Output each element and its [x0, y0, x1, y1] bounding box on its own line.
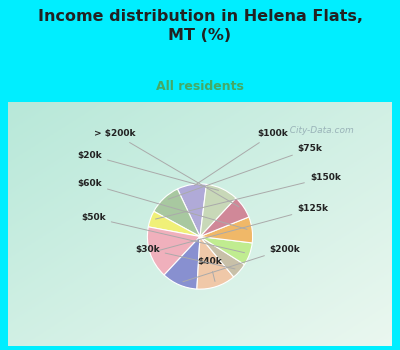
Text: All residents: All residents: [156, 79, 244, 93]
Text: $150k: $150k: [156, 173, 341, 219]
Wedge shape: [197, 237, 234, 289]
Wedge shape: [164, 237, 200, 289]
Wedge shape: [200, 217, 253, 243]
Text: $30k: $30k: [135, 245, 235, 269]
Text: City-Data.com: City-Data.com: [284, 126, 354, 135]
Text: Income distribution in Helena Flats,
MT (%): Income distribution in Helena Flats, MT …: [38, 9, 362, 43]
Text: $20k: $20k: [78, 150, 218, 190]
Text: $40k: $40k: [198, 257, 222, 281]
Wedge shape: [147, 227, 200, 275]
Text: $60k: $60k: [78, 180, 247, 229]
Text: > $200k: > $200k: [94, 129, 239, 207]
Text: $100k: $100k: [194, 129, 288, 186]
Text: $200k: $200k: [183, 245, 300, 282]
Wedge shape: [200, 198, 249, 237]
Wedge shape: [200, 237, 252, 265]
Text: $125k: $125k: [155, 204, 328, 251]
Wedge shape: [200, 237, 244, 277]
Text: $50k: $50k: [81, 213, 244, 253]
Wedge shape: [148, 211, 200, 237]
Text: $75k: $75k: [168, 144, 323, 199]
Wedge shape: [178, 184, 206, 237]
Wedge shape: [154, 189, 200, 237]
Wedge shape: [200, 184, 236, 237]
